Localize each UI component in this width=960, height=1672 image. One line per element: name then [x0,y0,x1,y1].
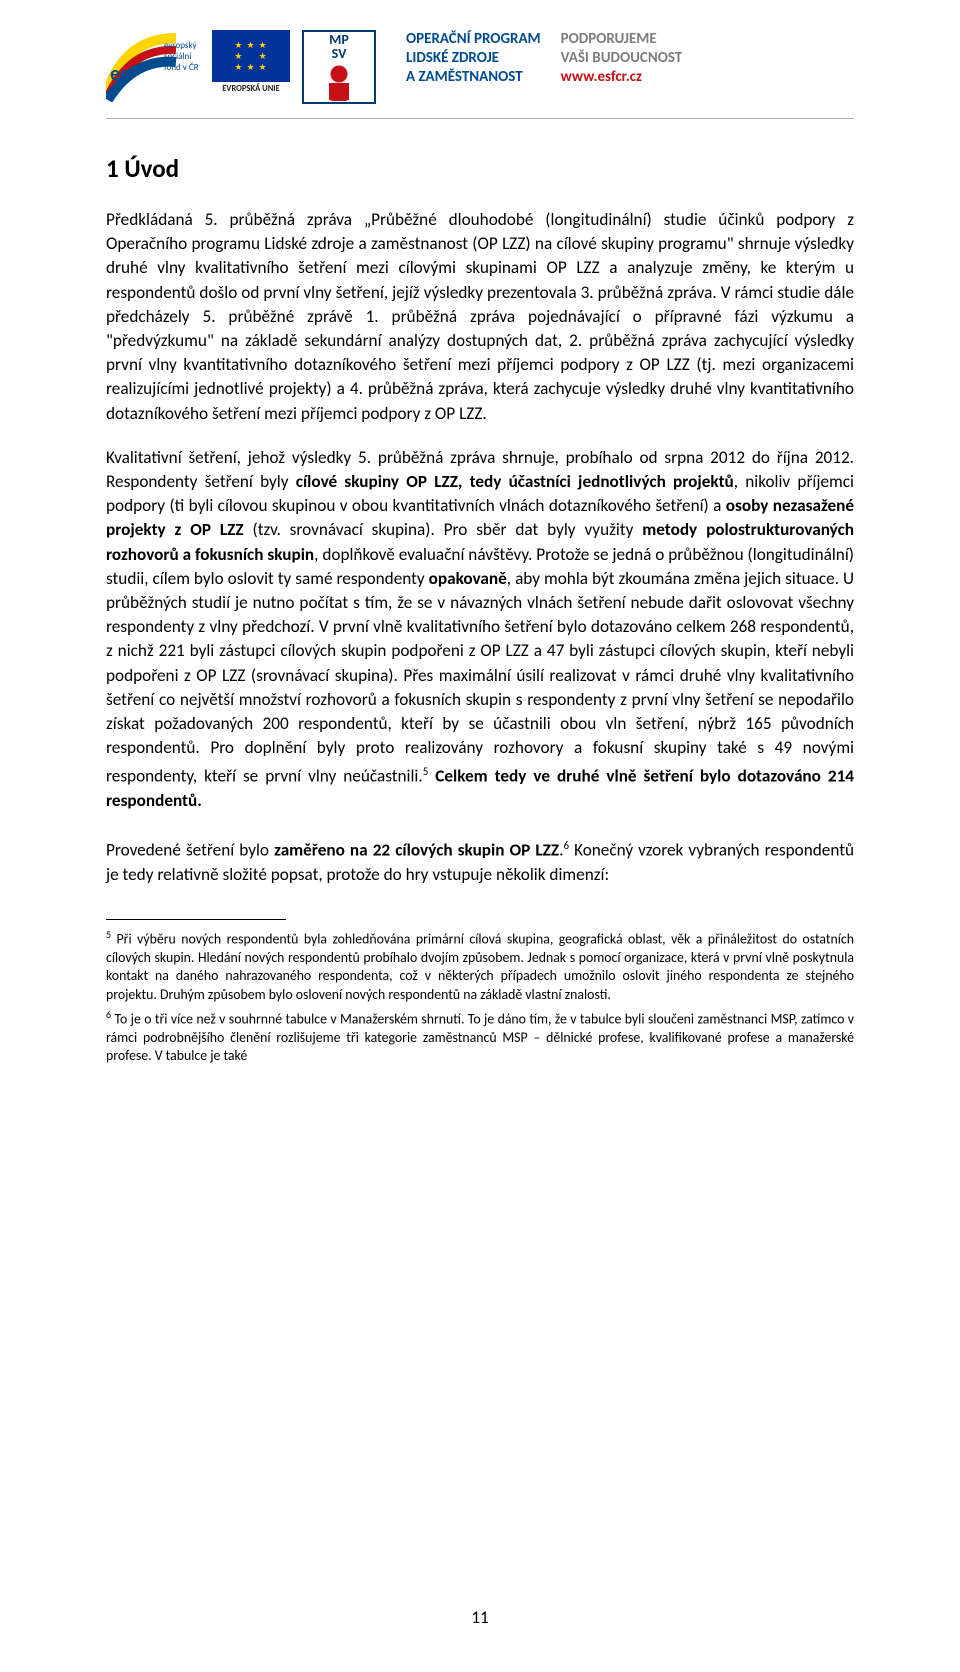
p2-span: , aby mohla být zkoumána změna jejich si… [106,568,854,787]
paragraph-3: Provedené šetření bylo zaměřeno na 22 cí… [106,834,854,887]
p3-span: Provedené šetření bylo [106,839,274,860]
support-text: PODPORUJEME VAŠI BUDOUCNOST www.esfcr.cz [561,30,683,87]
footnote-6: 6 To je o tři více než v souhrnné tabulc… [106,1006,854,1066]
op-line3: A ZAMĚSTNANOST [406,68,541,87]
eu-flag-icon: ★ ★ ★★ ★★ ★ ★ [212,30,290,82]
support-url: www.esfcr.cz [561,68,683,87]
page-number: 11 [0,1607,960,1628]
op-program-text: OPERAČNÍ PROGRAM LIDSKÉ ZDROJE A ZAMĚSTN… [406,30,541,87]
sponsor-logos-header: esf evropský sociální fond v ČR ★ ★ ★★ ★… [106,0,854,112]
footnote-separator [106,919,286,920]
op-line1: OPERAČNÍ PROGRAM [406,30,541,49]
p2-span: (tzv. srovnávací skupina). Pro sběr dat … [252,519,642,540]
paragraph-2: Kvalitativní šetření, jehož výsledky 5. … [106,446,854,814]
esf-logo: esf evropský sociální fond v ČR [106,30,200,104]
svg-text:esf: esf [110,62,135,86]
footnote-text: Při výběru nových respondentů byla zohle… [106,930,854,1002]
person-icon [324,65,354,101]
support-line1: PODPORUJEME [561,30,683,49]
section-heading: 1 Úvod [106,153,854,184]
mpsv-logo: MP SV [302,30,376,104]
footnote-text: To je o tři více než v souhrnné tabulce … [106,1011,854,1065]
p3-bold: zaměřeno na 22 cílových skupin OP LZZ [274,839,559,860]
eu-flag-logo: ★ ★ ★★ ★★ ★ ★ EVROPSKÁ UNIE [212,30,290,94]
header-rule [106,118,854,119]
support-line2: VAŠI BUDOUCNOST [561,49,683,68]
paragraph-1: Předkládaná 5. průběžná zpráva „Průběžné… [106,208,854,426]
p2-bold: opakovaně [429,568,507,589]
footnotes: 5 Při výběru nových respondentů byla zoh… [106,926,854,1066]
op-line2: LIDSKÉ ZDROJE [406,49,541,68]
p2-bold: cílové skupiny OP LZZ, tedy účastníci je… [296,471,734,492]
esf-caption: evropský sociální fond v ČR [164,40,199,73]
footnote-5: 5 Při výběru nových respondentů byla zoh… [106,926,854,1004]
mpsv-bottom: SV [332,45,347,62]
eu-caption: EVROPSKÁ UNIE [222,84,279,94]
